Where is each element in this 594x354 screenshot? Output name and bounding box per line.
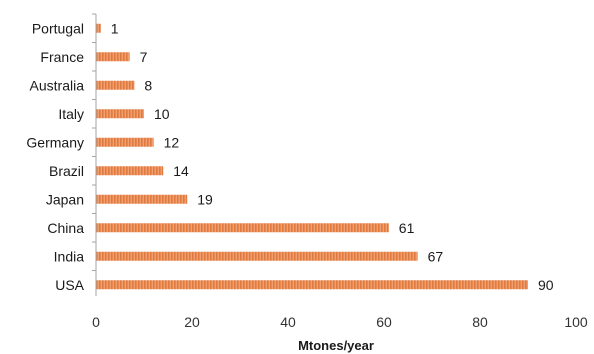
data-label-germany: 12 <box>164 134 180 150</box>
category-label-germany: Germany <box>26 134 84 150</box>
category-label-india: India <box>54 248 85 264</box>
x-tick-label-0: 0 <box>92 314 100 330</box>
x-tick-label-40: 40 <box>280 314 296 330</box>
x-axis-title: Mtones/year <box>298 338 374 353</box>
labels-layer: USA 90 India 67 China 61 Japan 19 Brazil 14 German… <box>26 20 553 293</box>
x-tick-label-60: 60 <box>376 314 392 330</box>
bars-layer <box>96 23 528 290</box>
data-label-portugal: 1 <box>111 20 119 36</box>
category-label-japan: Japan <box>46 191 84 207</box>
category-label-australia: Australia <box>30 77 85 93</box>
bar-usa <box>96 280 528 290</box>
bar-france <box>96 52 130 62</box>
x-tick-label-80: 80 <box>472 314 488 330</box>
bar-germany <box>96 137 154 147</box>
category-label-italy: Italy <box>58 106 84 122</box>
bar-italy <box>96 109 144 119</box>
data-label-japan: 19 <box>197 191 213 207</box>
x-tick-label-20: 20 <box>184 314 200 330</box>
data-label-usa: 90 <box>538 277 554 293</box>
bar-portugal <box>96 23 101 33</box>
data-label-france: 7 <box>140 49 148 65</box>
bar-china <box>96 223 389 233</box>
bar-australia <box>96 80 135 90</box>
category-label-usa: USA <box>55 277 84 293</box>
data-label-australia: 8 <box>144 77 152 93</box>
category-label-brazil: Brazil <box>49 163 84 179</box>
data-label-brazil: 14 <box>173 163 189 179</box>
data-label-china: 61 <box>399 220 415 236</box>
bar-japan <box>96 194 188 204</box>
bar-india <box>96 251 418 261</box>
data-label-italy: 10 <box>154 106 170 122</box>
category-label-china: China <box>47 220 84 236</box>
bar-brazil <box>96 166 164 176</box>
axis-layer: 0 20 40 60 80 100 <box>92 13 588 330</box>
data-label-india: 67 <box>428 248 444 264</box>
category-label-france: France <box>40 49 84 65</box>
category-label-portugal: Portugal <box>32 20 84 36</box>
x-tick-label-100: 100 <box>564 314 588 330</box>
